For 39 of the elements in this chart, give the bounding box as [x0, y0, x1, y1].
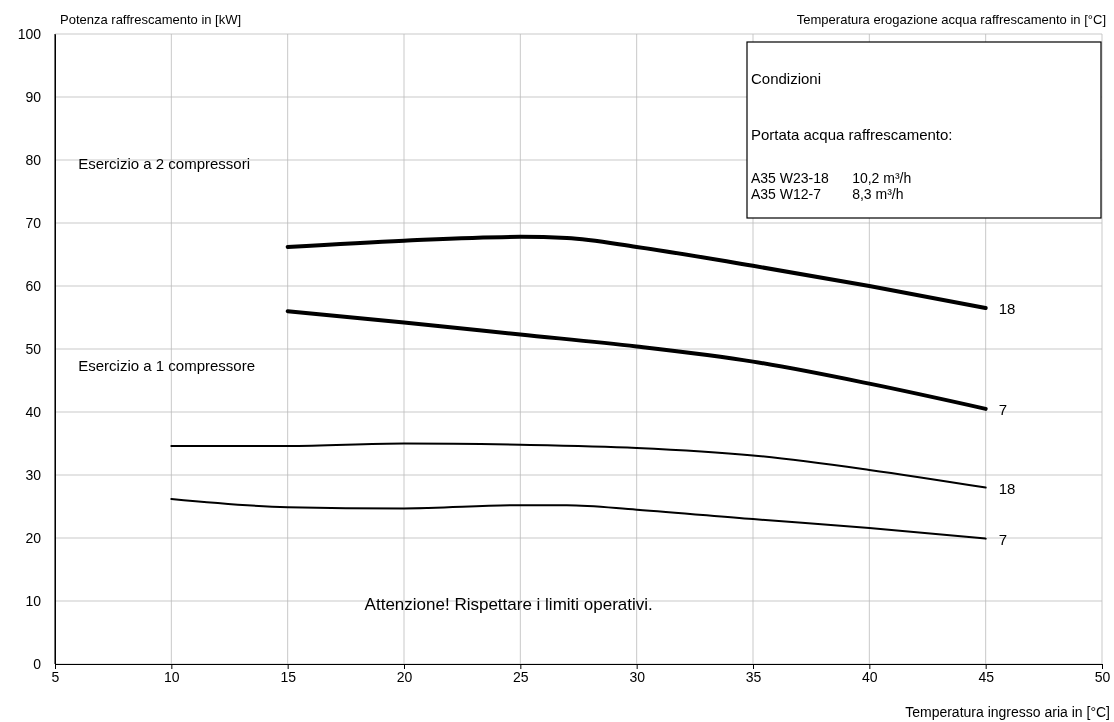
y-tick-label: 80 — [25, 151, 42, 168]
annotation: Portata acqua raffrescamento: — [751, 126, 953, 143]
annotation: Condizioni — [751, 70, 822, 87]
y-tick-label: 0 — [33, 655, 42, 672]
x-tick-label: 35 — [745, 668, 762, 685]
annotation: A35 W12-7 8,3 m³/h — [751, 186, 904, 202]
y-tick-label: 40 — [25, 403, 42, 420]
series-label: 7 — [998, 530, 1008, 548]
x-tick-label: 50 — [1094, 668, 1111, 685]
annotation: Esercizio a 2 compressori — [78, 155, 250, 173]
y-tick-label: 10 — [25, 592, 42, 609]
annotation: Attenzione! Rispettare i limiti operativi. — [364, 594, 653, 614]
y2-axis-title: Temperatura erogazione acqua raffrescamento in [°C] — [796, 12, 1106, 27]
line-series — [285, 309, 988, 411]
series-label: 7 — [998, 400, 1008, 418]
y-tick-label: 60 — [25, 277, 42, 294]
x-tick-label: 5 — [51, 668, 60, 685]
x-tick-label: 20 — [396, 668, 413, 685]
x-tick-label: 40 — [862, 668, 878, 685]
line-series — [170, 497, 987, 540]
series-label: 18 — [998, 479, 1016, 497]
y-axis-title: Potenza raffrescamento in [kW] — [60, 12, 242, 27]
line-series — [285, 234, 988, 311]
y-tick-label: 90 — [25, 88, 42, 105]
annotation: Esercizio a 1 compressore — [78, 357, 255, 375]
series-label: 18 — [998, 300, 1016, 318]
y-tick-label: 20 — [25, 529, 42, 546]
x-axis-title: Temperatura ingresso aria in [°C] — [905, 704, 1110, 720]
y-tick-label: 50 — [25, 340, 42, 357]
y-tick-label: 70 — [25, 214, 42, 231]
x-tick-label: 25 — [513, 668, 529, 685]
x-tick-label: 45 — [978, 668, 995, 685]
line-series — [170, 442, 987, 489]
x-tick-label: 30 — [629, 668, 646, 685]
y-tick-label: 30 — [25, 466, 42, 483]
y-tick-label: 100 — [17, 25, 42, 42]
x-tick-label: 10 — [164, 668, 180, 685]
x-tick-label: 15 — [280, 668, 297, 685]
annotation: A35 W23-18 10,2 m³/h — [751, 170, 912, 186]
